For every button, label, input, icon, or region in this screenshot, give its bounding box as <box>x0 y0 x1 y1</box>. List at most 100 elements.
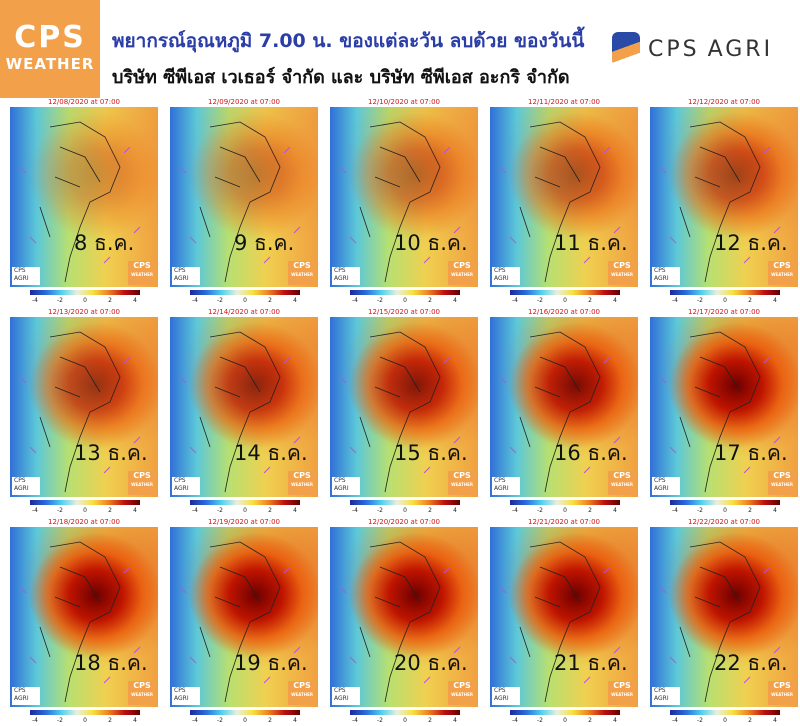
logo-text: CPS <box>14 20 86 55</box>
map: 12 ธ.ค. CPS AGRI CPS WEATHER <box>650 107 798 287</box>
colorbar-tick-label: 2 <box>748 507 752 514</box>
colorbar-tick-label: 2 <box>428 717 432 724</box>
logo-text: AGRI <box>494 275 509 282</box>
colorbar-tick-label: 4 <box>293 507 297 514</box>
logo-cps-weather: CPS WEATHER <box>288 261 316 285</box>
colorbar-tick-label: 2 <box>588 297 592 304</box>
logo-text: CPS <box>773 471 791 480</box>
logo-text: AGRI <box>334 275 349 282</box>
colorbar-tick-label: 0 <box>403 507 407 514</box>
colorbar <box>30 500 140 505</box>
timestamp: 12/11/2020 at 07:00 <box>527 98 600 106</box>
colorbar-tick-label: 0 <box>403 297 407 304</box>
colorbar <box>350 500 460 505</box>
map: 18 ธ.ค. CPS AGRI CPS WEATHER <box>10 527 158 707</box>
day-label: 10 ธ.ค. <box>394 231 468 255</box>
map-outline <box>659 541 781 703</box>
colorbar-tick-label: 0 <box>83 507 87 514</box>
map-outline <box>19 541 141 703</box>
colorbar-tick-label: -4 <box>352 717 358 724</box>
colorbar <box>190 500 300 505</box>
day-label: 12 ธ.ค. <box>714 231 788 255</box>
logo-text: CPS <box>14 687 26 694</box>
colorbar <box>190 710 300 715</box>
logo-text: WEATHER <box>5 55 95 73</box>
colorbar-tick-label: 4 <box>293 717 297 724</box>
logo-cps-agri: CPS AGRI <box>332 477 360 495</box>
logo-text: CPS <box>648 36 700 62</box>
logo-text: AGRI <box>707 36 774 62</box>
logo-cps-agri: CPS AGRI <box>12 687 40 705</box>
logo-text: CPS <box>334 267 346 274</box>
map: 21 ธ.ค. CPS AGRI CPS WEATHER <box>490 527 638 707</box>
colorbar-tick-label: 2 <box>748 717 752 724</box>
logo-text: AGRI <box>14 275 29 282</box>
map: 10 ธ.ค. CPS AGRI CPS WEATHER <box>330 107 478 287</box>
logo-text: WEATHER <box>291 272 313 277</box>
logo-text: AGRI <box>14 485 29 492</box>
logo-text: CPS <box>133 681 151 690</box>
logo-text: WEATHER <box>451 482 473 487</box>
colorbar-tick-label: -4 <box>192 717 198 724</box>
logo-cps-agri: CPS AGRI <box>172 477 200 495</box>
logo-text: AGRI <box>654 275 669 282</box>
map-outline <box>499 121 621 283</box>
colorbar-tick-label: -4 <box>352 507 358 514</box>
colorbar-tick-label: 2 <box>588 507 592 514</box>
colorbar-tick-label: 4 <box>613 297 617 304</box>
map: 20 ธ.ค. CPS AGRI CPS WEATHER <box>330 527 478 707</box>
logo-cps-agri: CPS AGRI <box>492 687 520 705</box>
day-label: 15 ธ.ค. <box>394 441 468 465</box>
map-outline <box>659 331 781 493</box>
logo-cps-weather: CPS WEATHER <box>608 681 636 705</box>
logo-text: CPS <box>174 687 186 694</box>
logo-cps-agri: CPS AGRI <box>652 267 680 285</box>
day-label: 8 ธ.ค. <box>74 231 135 255</box>
colorbar-tick-label: 0 <box>243 717 247 724</box>
logo-cps-weather: CPS WEATHER <box>128 261 156 285</box>
logo-text: AGRI <box>14 695 29 702</box>
colorbar <box>190 290 300 295</box>
logo-cps-weather: CPS WEATHER <box>128 681 156 705</box>
day-label: 14 ธ.ค. <box>234 441 308 465</box>
colorbar-tick-label: 0 <box>723 717 727 724</box>
colorbar-tick-label: -2 <box>57 717 63 724</box>
colorbar <box>30 710 140 715</box>
map: 9 ธ.ค. CPS AGRI CPS WEATHER <box>170 107 318 287</box>
timestamp: 12/12/2020 at 07:00 <box>687 98 760 106</box>
colorbar-tick-label: -2 <box>537 297 543 304</box>
colorbar <box>670 710 780 715</box>
logo-text: CPS <box>293 681 311 690</box>
colorbar-tick-label: -2 <box>537 507 543 514</box>
day-label: 22 ธ.ค. <box>714 651 788 675</box>
colorbar-tick-label: 0 <box>723 507 727 514</box>
colorbar <box>670 500 780 505</box>
map-outline <box>499 541 621 703</box>
colorbar-tick-label: 4 <box>453 507 457 514</box>
day-label: 18 ธ.ค. <box>74 651 148 675</box>
logo-text: WEATHER <box>771 692 793 697</box>
logo-cps-agri: CPS AGRI <box>12 267 40 285</box>
colorbar-tick-label: -2 <box>57 297 63 304</box>
title: พยากรณ์อุณหภูมิ 7.00 น. ของแต่ละวัน ลบด้… <box>112 30 585 52</box>
colorbar-tick-label: -2 <box>217 507 223 514</box>
colorbar-tick-label: 4 <box>613 717 617 724</box>
map: 22 ธ.ค. CPS AGRI CPS WEATHER <box>650 527 798 707</box>
map-outline <box>179 121 301 283</box>
colorbar-tick-label: -2 <box>377 717 383 724</box>
logo-text: CPS <box>453 681 471 690</box>
map-outline <box>339 121 461 283</box>
logo-text: WEATHER <box>291 692 313 697</box>
colorbar-tick-label: 4 <box>133 507 137 514</box>
logo-text: WEATHER <box>131 692 153 697</box>
colorbar-tick-label: -4 <box>32 717 38 724</box>
colorbar-tick-label: 0 <box>723 297 727 304</box>
logo-text: CPS <box>334 687 346 694</box>
logo-text: CPS <box>494 267 506 274</box>
logo-cps-weather: CPS WEATHER <box>288 681 316 705</box>
logo-cps-weather: CPS WEATHER <box>608 261 636 285</box>
logo-text: CPS <box>14 267 26 274</box>
map-outline <box>19 121 141 283</box>
logo-text: WEATHER <box>451 692 473 697</box>
